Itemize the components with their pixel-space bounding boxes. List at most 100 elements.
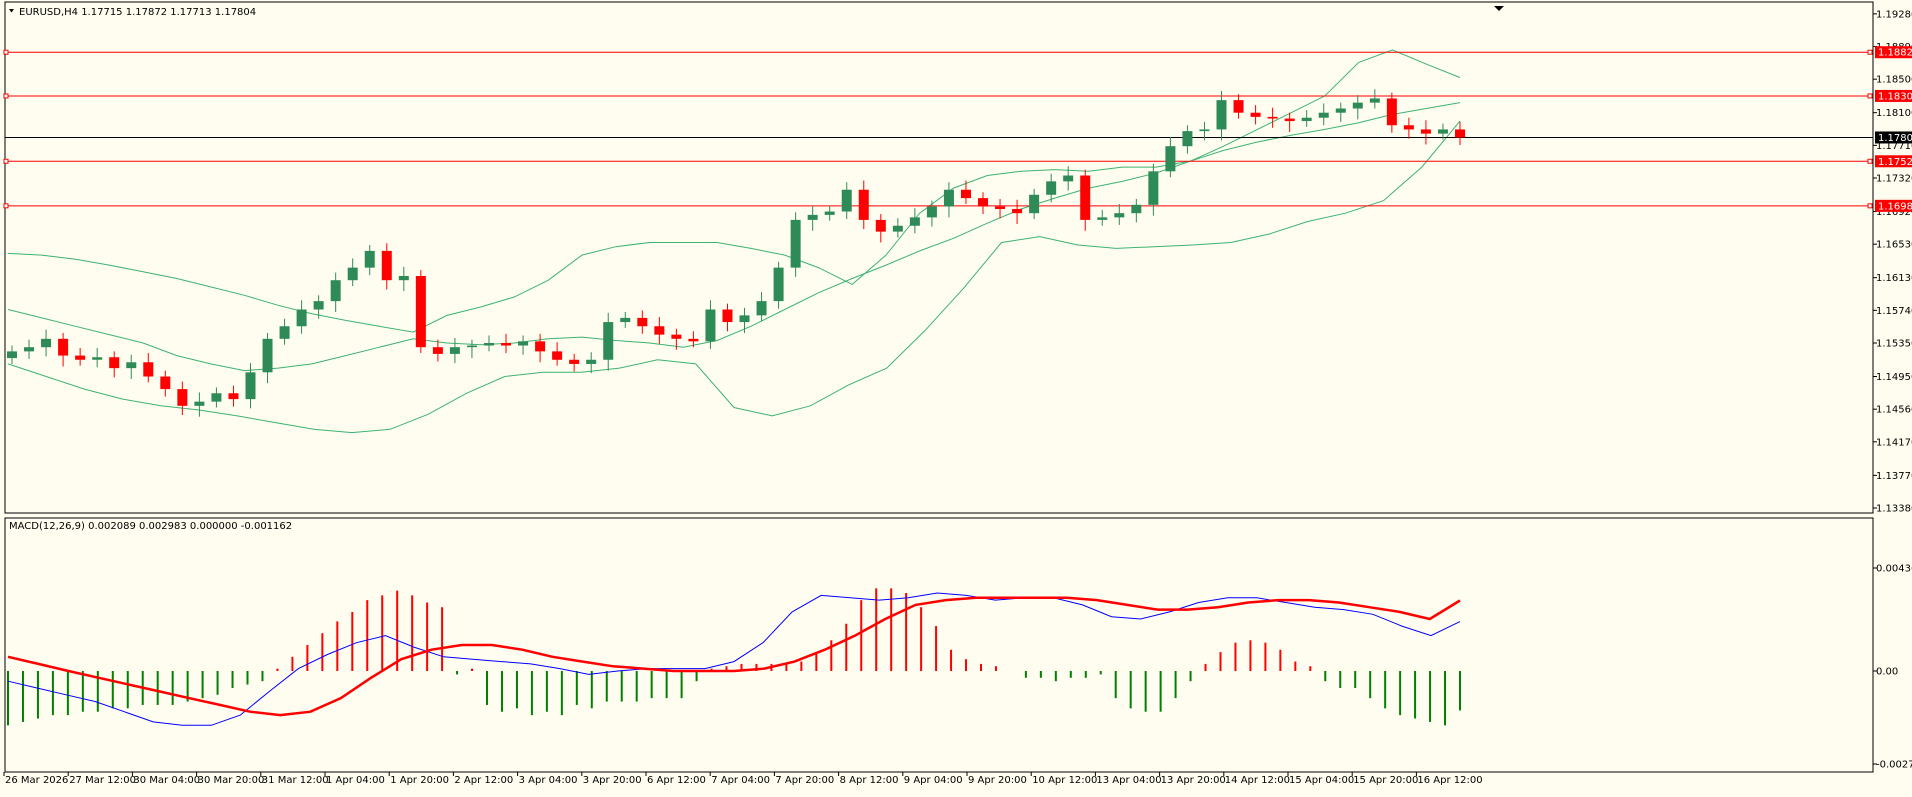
candle-body-bear [75, 355, 86, 360]
macd-indicator: 0.00436 0.00 -0.00274 [7, 564, 1912, 771]
candle-body-bear [552, 351, 563, 360]
candle-body-bull [518, 341, 529, 346]
candle-body-bull [773, 267, 784, 302]
candle-body-bull [24, 347, 35, 352]
time-tick-label: 9 Apr 20:00 [968, 775, 1027, 786]
candle-body-bull [245, 372, 256, 400]
candle-body-bear [875, 219, 886, 232]
price-tick-label: 1.19280 [1876, 9, 1912, 20]
time-tick-label: 16 Apr 12:00 [1417, 775, 1482, 786]
macd-tick-label: 0.00 [1876, 667, 1898, 678]
time-tick-label: 3 Apr 04:00 [519, 775, 578, 786]
candle-body-bear [1233, 100, 1244, 113]
price-tick-label: 1.14560 [1876, 405, 1912, 416]
triangle-down-icon[interactable] [9, 9, 14, 13]
time-tick-label: 15 Apr 04:00 [1289, 775, 1354, 786]
candle-body-bear [1012, 209, 1023, 214]
candle-body-bear [671, 334, 682, 339]
candle-body-bull [313, 301, 324, 310]
chart-shift-marker-icon[interactable] [1494, 6, 1504, 11]
price-tick-label: 1.17320 [1876, 174, 1912, 185]
level-price-tag [1875, 155, 1912, 168]
time-tick-label: 7 Apr 04:00 [711, 775, 770, 786]
candle-body-bull [1301, 117, 1312, 122]
band-lower-line [7, 120, 1461, 434]
level-price-tag [1875, 46, 1912, 59]
time-tick-label: 7 Apr 20:00 [775, 775, 834, 786]
candle-body-bear [432, 347, 443, 354]
time-tick-label: 1 Apr 20:00 [390, 775, 449, 786]
candle-body-bull [1148, 171, 1159, 205]
candle-body-bear [688, 338, 699, 342]
macd-tick-label: 0.00436 [1876, 564, 1912, 575]
price-tick-label: 1.14170 [1876, 437, 1912, 448]
candle-body-bear [858, 189, 869, 220]
candle-body-bull [1335, 108, 1346, 113]
price-tick-label: 1.15740 [1876, 306, 1912, 317]
candle-body-bear [1386, 98, 1397, 126]
candle-body-bull [296, 309, 307, 327]
candle-body-bull [1114, 213, 1125, 218]
macd-tick-label: -0.00274 [1876, 760, 1912, 771]
candle-body-bear [1284, 118, 1295, 122]
price-tick-label: 1.16920 [1876, 207, 1912, 218]
level-price-label: 1.16988 [1878, 201, 1912, 212]
horizontal-levels[interactable]: 1.18822 1.18300 1.17520 1.16988 1.17804 [3, 46, 1912, 212]
price-tick-label: 1.14950 [1876, 372, 1912, 383]
candle-body-bull [807, 214, 818, 220]
candle-body-bull [943, 189, 954, 207]
candle-body-bull [279, 326, 290, 339]
candle-body-bull [1165, 146, 1176, 172]
current-price-label: 1.17804 [1878, 133, 1912, 144]
level-handle-right [1867, 93, 1873, 99]
candle-body-bull [466, 345, 477, 348]
macd-panel-frame [4, 517, 1874, 773]
candle-body-bear [415, 276, 426, 348]
candle-body-bull [756, 301, 767, 316]
price-tick-label: 1.13770 [1876, 471, 1912, 482]
price-tick-label: 1.15350 [1876, 339, 1912, 350]
macd-signal-line [7, 596, 1461, 717]
current-price-tag [1875, 131, 1912, 144]
candle-body-bull [586, 359, 597, 364]
candle-body-bull [926, 206, 937, 218]
candle-body-bull [1318, 112, 1329, 118]
candle-body-bull [620, 317, 631, 323]
candle-body-bull [1182, 131, 1193, 147]
candle-body-bull [739, 315, 750, 323]
candle-body-bull [1199, 129, 1210, 132]
candle-body-bear [1267, 116, 1278, 119]
time-tick-label: 30 Mar 04:00 [133, 775, 200, 786]
candle-body-bull [1216, 100, 1227, 130]
candle-body-bull [126, 362, 137, 369]
candle-body-bull [824, 211, 835, 215]
candle-body-bull [330, 280, 341, 302]
level-price-label: 1.18822 [1878, 48, 1912, 59]
time-tick-label: 15 Apr 20:00 [1353, 775, 1418, 786]
candle-body-bear [1403, 125, 1414, 130]
candle-body-bull [211, 393, 222, 402]
candle-body-bull [347, 267, 358, 281]
time-tick-label: 9 Apr 04:00 [904, 775, 963, 786]
candle-body-bear [177, 389, 188, 406]
level-price-label: 1.18300 [1878, 91, 1912, 102]
level-handle-left [3, 49, 9, 55]
candle-body-bull [790, 219, 801, 268]
candle-body-bull [603, 322, 614, 360]
time-tick-label: 13 Apr 20:00 [1161, 775, 1226, 786]
price-tick-label: 1.17710 [1876, 141, 1912, 152]
candle-body-bull [449, 347, 460, 354]
candle-body-bear [160, 376, 171, 390]
time-tick-label: 30 Mar 20:00 [198, 775, 265, 786]
candle-body-bull [841, 189, 852, 212]
candle-body-bear [535, 341, 546, 352]
time-tick-label: 6 Apr 12:00 [647, 775, 706, 786]
candle-body-bear [978, 198, 989, 207]
candle-body-bull [92, 357, 103, 360]
level-handle-left [3, 203, 9, 209]
price-tick-label: 1.16530 [1876, 240, 1912, 251]
